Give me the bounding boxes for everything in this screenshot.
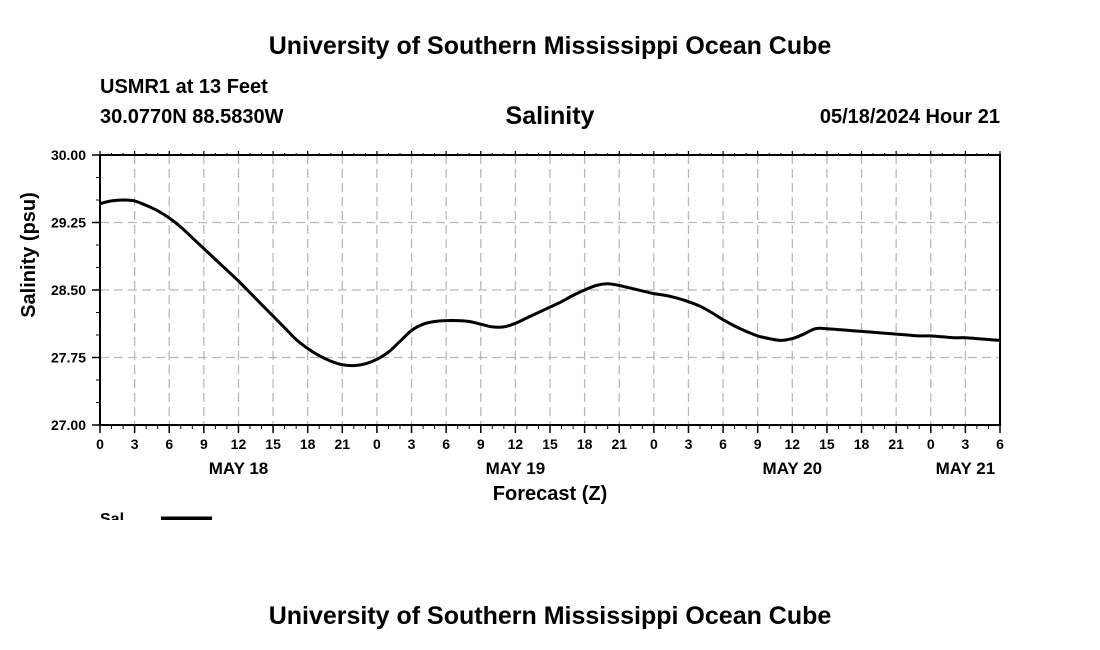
x-tick-label: 0 bbox=[96, 436, 104, 452]
day-label: MAY 21 bbox=[936, 459, 996, 478]
x-tick-label: 9 bbox=[200, 436, 208, 452]
y-tick-label: 28.50 bbox=[51, 282, 86, 298]
axis-ticks bbox=[92, 151, 1001, 433]
x-tick-label: 18 bbox=[854, 436, 870, 452]
x-tick-label: 21 bbox=[335, 436, 351, 452]
x-tick-label: 12 bbox=[508, 436, 524, 452]
day-label: MAY 19 bbox=[486, 459, 546, 478]
x-tick-label: 0 bbox=[650, 436, 658, 452]
y-tick-label: 27.75 bbox=[51, 350, 86, 366]
station-name: USMR1 at 13 Feet bbox=[100, 76, 268, 98]
x-tick-labels: 0 3 6 9 12 15 18 21 0 3 6 9 12 15 18 21 0 3 6 9 12 15 18 21 0 3 6 bbox=[96, 436, 1004, 452]
day-labels: MAY 18 MAY 19 MAY 20 MAY 21 bbox=[209, 459, 995, 478]
salinity-line bbox=[99, 198, 1001, 368]
x-tick-label: 21 bbox=[611, 436, 627, 452]
x-tick-label: 3 bbox=[131, 436, 139, 452]
forecast-datetime: 05/18/2024 Hour 21 bbox=[819, 106, 1000, 128]
x-tick-label: 3 bbox=[961, 436, 969, 452]
x-tick-label: 9 bbox=[477, 436, 485, 452]
y-tick-labels: 27.00 27.75 28.50 29.25 30.00 bbox=[51, 147, 86, 433]
x-tick-label: 12 bbox=[231, 436, 247, 452]
y-tick-label: 30.00 bbox=[51, 147, 86, 163]
legend-label: Sal bbox=[100, 511, 124, 520]
station-coordinates: 30.0770N 88.5830W bbox=[100, 106, 284, 128]
x-tick-label: 0 bbox=[927, 436, 935, 452]
x-tick-label: 18 bbox=[300, 436, 316, 452]
x-tick-label: 9 bbox=[754, 436, 762, 452]
footer-title: University of Southern Mississippi Ocean… bbox=[268, 602, 832, 630]
x-tick-label: 18 bbox=[577, 436, 593, 452]
x-tick-label: 6 bbox=[165, 436, 173, 452]
x-tick-label: 15 bbox=[819, 436, 835, 452]
day-label: MAY 18 bbox=[209, 459, 269, 478]
variable-title: Salinity bbox=[505, 102, 595, 130]
x-tick-label: 6 bbox=[996, 436, 1004, 452]
x-tick-label: 12 bbox=[785, 436, 801, 452]
x-tick-label: 3 bbox=[685, 436, 693, 452]
salinity-chart: 27.00 27.75 28.50 29.25 30.00 0 3 6 9 12 15 18 21 0 3… bbox=[18, 147, 1004, 520]
chart-title: University of Southern Mississippi Ocean… bbox=[268, 32, 832, 60]
x-tick-label: 6 bbox=[719, 436, 727, 452]
x-tick-label: 15 bbox=[265, 436, 281, 452]
x-axis-label: Forecast (Z) bbox=[493, 483, 607, 505]
x-tick-label: 3 bbox=[408, 436, 416, 452]
x-tick-label: 0 bbox=[373, 436, 381, 452]
x-tick-label: 6 bbox=[442, 436, 450, 452]
plot-frame bbox=[99, 154, 1001, 426]
x-tick-label: 21 bbox=[888, 436, 904, 452]
day-label: MAY 20 bbox=[763, 459, 823, 478]
grid-lines bbox=[99, 154, 1001, 426]
y-tick-label: 29.25 bbox=[51, 215, 86, 231]
x-tick-label: 15 bbox=[542, 436, 558, 452]
y-tick-label: 27.00 bbox=[51, 417, 86, 433]
y-axis-label: Salinity (psu) bbox=[18, 192, 40, 318]
